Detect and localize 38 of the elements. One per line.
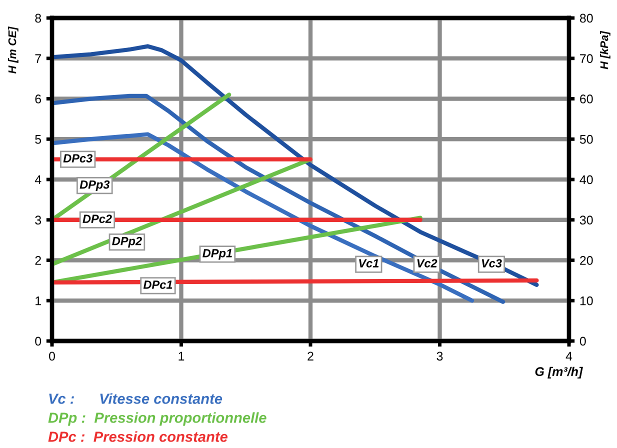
annotation: DPp1 [202,249,232,260]
y-tick-label: 0 [35,336,42,346]
y-tick-label: 6 [35,94,42,104]
annotation: DPc1 [143,280,172,289]
annotation: Vc1 [359,259,379,268]
text: DPc : Pression constante [48,431,228,442]
y2-tick-label: 60 [580,94,593,104]
y2-tick-label: 40 [580,175,593,184]
annotation: DPc2 [82,214,112,224]
x-tick-label: 2 [308,352,314,360]
x-tick-label: 3 [436,352,443,361]
annotation: DPc3 [63,154,92,162]
y2-tick-label: 10 [580,296,593,306]
y2-axis-title: H [kPa] [600,30,610,70]
y-tick-label: 4 [34,175,42,184]
annotation: DPp2 [112,236,142,248]
y-tick-label: 2 [35,256,41,265]
y2-tick-label: 20 [580,256,593,265]
y-tick-label: 7 [35,54,41,63]
annotation: Vc3 [482,259,502,268]
x-tick-label: 4 [566,352,572,360]
x-tick-label: 1 [178,352,184,360]
y-axis-title: H [m CE] [8,26,18,74]
y2-tick-label: 80 [580,14,593,23]
y2-tick-label: 30 [580,216,593,225]
y-tick-label: 5 [35,135,42,144]
text: DPp : Pression proportionnelle [48,412,266,426]
y2-tick-label: 0 [580,336,586,346]
x-tick-label: 0 [49,352,55,361]
annotation: DPp3 [80,180,110,192]
y-tick-label: 1 [36,296,41,306]
annotation: Vc2 [417,259,438,268]
y2-tick-label: 70 [580,54,593,64]
y-tick-label: 8 [35,14,42,23]
x-axis-title: G [m³/h] [535,366,583,378]
text: Vc : Vitesse constante [49,393,222,404]
y-tick-label: 3 [35,216,42,225]
y2-tick-label: 50 [580,134,593,144]
